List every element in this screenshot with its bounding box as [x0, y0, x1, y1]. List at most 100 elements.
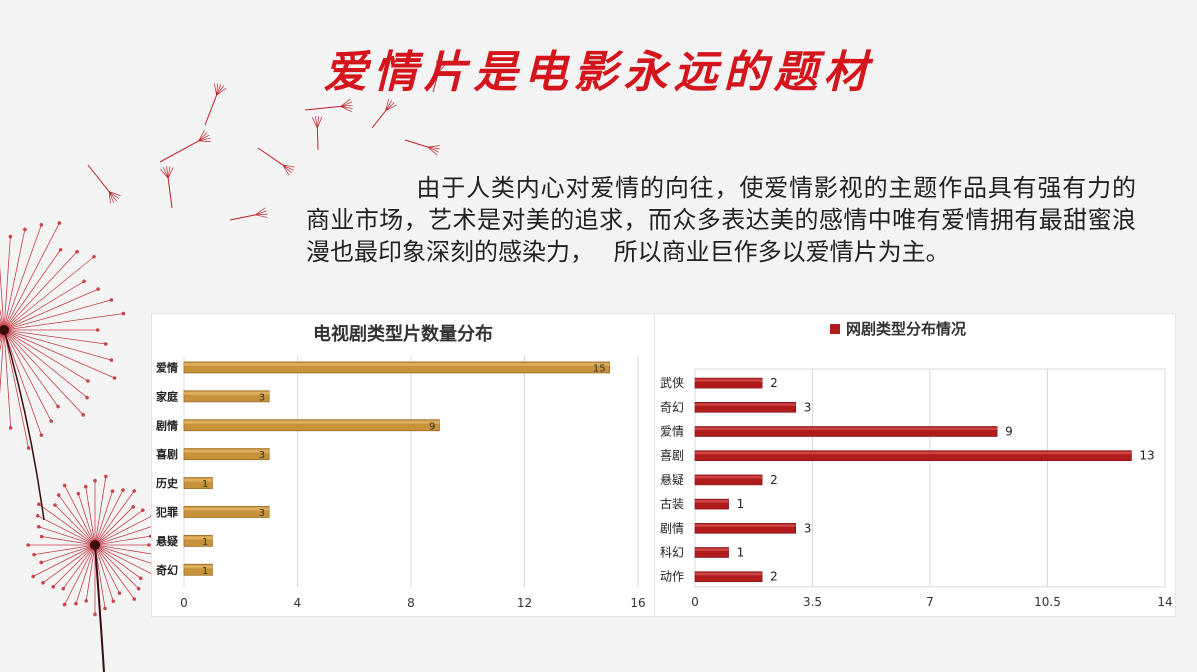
bar [694, 402, 797, 413]
category-label: 悬疑 [660, 472, 684, 487]
x-tick-label: 3.5 [803, 595, 822, 609]
bar-highlight [184, 565, 213, 569]
category-label: 悬疑 [155, 534, 178, 548]
dandelion-seed [311, 116, 323, 151]
data-label: 1 [737, 497, 745, 511]
category-label: 古装 [660, 496, 684, 511]
data-label: 3 [259, 392, 265, 403]
data-label: 13 [1139, 449, 1154, 463]
dandelion-flower [26, 474, 163, 617]
bar [183, 419, 440, 432]
category-label: 科幻 [660, 546, 684, 560]
bar-highlight [184, 362, 610, 366]
dandelion-seed [229, 207, 268, 221]
bar [183, 477, 213, 489]
category-label: 喜剧 [660, 449, 684, 463]
chart-legend-title: 网剧类型分布情况 [846, 320, 966, 338]
dandelion-seed [87, 164, 121, 204]
x-tick-label: 10.5 [1034, 595, 1061, 609]
dandelion-seed [160, 166, 174, 209]
data-label: 1 [737, 546, 745, 560]
bar [694, 426, 998, 437]
data-label: 1 [202, 566, 208, 577]
bar [694, 474, 763, 486]
web-series-genre-chart: 网剧类型分布情况 0 3.5 7 10.5 14 武侠 2 奇幻 3 爱情 9 喜剧 13 悬疑 2 古装 1 剧情… [654, 313, 1176, 617]
chart-title: 电视剧类型片数量分布 [313, 323, 493, 345]
category-label: 犯罪 [155, 505, 178, 519]
dandelion-seed [371, 99, 397, 129]
intro-paragraph: 由于人类内心对爱情的向往，使爱情影视的主题作品具有强有力的商业市场，艺术是对美的… [306, 174, 1136, 266]
bar [694, 571, 763, 583]
bar-highlight [695, 475, 763, 479]
data-label: 2 [770, 376, 778, 390]
category-label: 家庭 [156, 389, 178, 403]
bar-highlight [695, 548, 729, 551]
bar [183, 506, 270, 518]
bar [694, 377, 763, 389]
x-tick-label: 0 [180, 596, 188, 610]
category-label: 爱情 [156, 360, 178, 374]
data-label: 2 [770, 570, 778, 584]
dandelion-seed [404, 139, 440, 156]
category-label: 动作 [660, 570, 684, 584]
data-label: 9 [1005, 425, 1013, 439]
legend-swatch [830, 324, 840, 334]
data-label: 1 [202, 479, 208, 490]
category-label: 剧情 [660, 521, 684, 535]
bar [183, 534, 213, 547]
bar [183, 361, 611, 374]
dandelion-flower [0, 221, 126, 450]
dandelion-seed [304, 98, 353, 113]
dandelion-seed [432, 60, 447, 93]
bar [694, 523, 797, 534]
bar-highlight [184, 391, 270, 395]
bar-highlight [184, 478, 213, 482]
bar-highlight [695, 500, 729, 503]
data-label: 3 [804, 400, 812, 414]
data-label: 3 [259, 450, 265, 461]
bar [183, 390, 270, 403]
bar-highlight [184, 449, 270, 453]
category-label: 剧情 [156, 418, 178, 432]
category-label: 历史 [156, 476, 179, 490]
x-tick-label: 7 [926, 595, 934, 609]
x-tick-label: 14 [1157, 595, 1172, 609]
dandelion-seed [159, 130, 211, 163]
bar-highlight [695, 427, 998, 430]
category-label: 奇幻 [660, 400, 684, 414]
bar [694, 498, 729, 510]
dandelion-stem [3, 329, 45, 521]
bar [183, 448, 270, 461]
data-label: 3 [804, 521, 812, 535]
x-tick-label: 0 [691, 595, 699, 609]
bar-highlight [695, 379, 763, 382]
dandelion-seed [257, 147, 295, 176]
bar [183, 563, 213, 576]
data-label: 1 [202, 537, 208, 548]
bar-highlight [695, 403, 796, 406]
data-label: 9 [429, 421, 435, 432]
data-label: 2 [770, 473, 778, 487]
data-label: 15 [593, 363, 606, 374]
category-label: 奇幻 [156, 563, 178, 577]
bar-highlight [695, 451, 1132, 455]
bar-highlight [695, 572, 763, 576]
x-tick-label: 8 [407, 596, 415, 610]
dandelion-stem [94, 544, 105, 672]
category-label: 爱情 [660, 425, 684, 439]
x-tick-label: 12 [517, 596, 532, 610]
page-title: 爱情片是电影永远的题材 [323, 47, 874, 98]
category-label: 喜剧 [156, 447, 178, 461]
x-tick-label: 4 [294, 596, 302, 610]
bar-highlight [184, 536, 213, 540]
bar [694, 547, 729, 558]
tv-genre-chart: 电视剧类型片数量分布 0 4 8 12 16 爱情 15 家庭 3 剧情 9 喜剧 3 历史 1 犯罪 3 悬疑 1 奇… [151, 313, 655, 617]
bar [694, 450, 1132, 461]
x-tick-label: 16 [630, 596, 645, 610]
category-label: 武侠 [660, 376, 684, 390]
bar-highlight [184, 420, 440, 424]
data-label: 3 [259, 508, 265, 519]
bar-highlight [695, 524, 796, 527]
dandelion-seed [204, 83, 227, 126]
